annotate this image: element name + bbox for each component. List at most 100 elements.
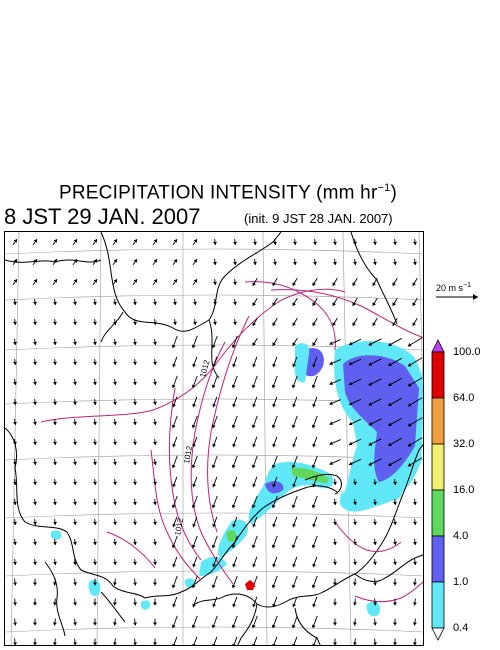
wind-vector-head bbox=[353, 602, 357, 606]
wind-vector-head bbox=[393, 582, 397, 586]
wind-vector-head bbox=[292, 603, 296, 608]
wind-vector-head bbox=[93, 301, 97, 305]
precip-light bbox=[389, 483, 403, 501]
wind-vector-head bbox=[273, 241, 277, 245]
wind-vector-head bbox=[333, 261, 337, 265]
wind-vector-head bbox=[373, 561, 377, 565]
wind-vector-head bbox=[292, 363, 296, 368]
wind-vector-head bbox=[193, 321, 197, 325]
wind-vector-head bbox=[329, 401, 333, 405]
wind-vector-head bbox=[271, 384, 276, 389]
wind-vector-head bbox=[393, 481, 397, 485]
wind-vector-head bbox=[153, 602, 157, 606]
wind-vector-head bbox=[73, 401, 77, 405]
wind-vector-head bbox=[93, 561, 97, 565]
wind-vector-head bbox=[272, 523, 276, 528]
wind-vector-head bbox=[349, 421, 353, 426]
reference-vector-arrow bbox=[436, 294, 478, 300]
wind-vector-head bbox=[73, 259, 77, 263]
wind-vector-head bbox=[33, 381, 37, 385]
wind-vector-head bbox=[191, 384, 196, 389]
wind-vector-head bbox=[53, 602, 57, 606]
wind-vector-head bbox=[252, 483, 256, 488]
wind-vector-head bbox=[53, 461, 57, 465]
wind-vector-head bbox=[133, 421, 137, 425]
wind-vector-head bbox=[193, 239, 197, 243]
wind-vector-head bbox=[292, 342, 296, 346]
wind-vector-head bbox=[13, 481, 17, 485]
wind-vector-head bbox=[292, 443, 296, 448]
wind-vector-head bbox=[153, 441, 157, 445]
wind-vector-head bbox=[153, 642, 157, 645]
wind-vector-head bbox=[153, 239, 157, 243]
wind-vector-head bbox=[73, 361, 77, 365]
wind-vector-head bbox=[113, 521, 117, 525]
wind-vector-head bbox=[93, 421, 97, 425]
wind-vector bbox=[193, 636, 198, 645]
wind-vector-head bbox=[13, 441, 17, 445]
wind-vector-head bbox=[293, 261, 297, 265]
wind-vector-head bbox=[232, 403, 236, 408]
wind-vector-head bbox=[113, 441, 117, 445]
wind-vector-head bbox=[13, 501, 17, 505]
wind-vector-head bbox=[133, 461, 137, 465]
location-marker bbox=[245, 580, 255, 590]
wind-vector-head bbox=[93, 239, 97, 243]
wind-vector-head bbox=[333, 521, 337, 525]
wind-vector-head bbox=[373, 642, 377, 645]
wind-vector-head bbox=[153, 481, 157, 485]
wind-vector-head bbox=[211, 344, 216, 349]
wind-vector-head bbox=[393, 521, 397, 525]
wind-vector-head bbox=[393, 241, 397, 245]
wind-vector-head bbox=[251, 424, 256, 429]
wind-vector-head bbox=[73, 279, 77, 283]
wind-vector-head bbox=[13, 259, 17, 263]
wind-vector-head bbox=[133, 259, 137, 263]
wind-vector-head bbox=[232, 603, 236, 608]
colorbar-label-64: 64.0 bbox=[453, 392, 475, 404]
wind-vector-head bbox=[368, 362, 373, 366]
wind-vector-head bbox=[272, 643, 276, 645]
wind-vector-head bbox=[252, 523, 256, 528]
wind-vector-head bbox=[33, 622, 37, 626]
wind-vector-head bbox=[73, 381, 77, 385]
wind-vector bbox=[173, 636, 178, 645]
wind-vector-head bbox=[53, 421, 57, 425]
wind-vector-head bbox=[33, 461, 37, 465]
wind-vector-head bbox=[153, 341, 157, 345]
wind-vector-head bbox=[173, 279, 177, 283]
wind-vector-head bbox=[33, 301, 37, 305]
colorbar-label-16: 16.0 bbox=[453, 484, 475, 496]
map-svg: 1012 1012 1012 bbox=[5, 232, 423, 645]
wind-vector-head bbox=[93, 321, 97, 325]
wind-vector-head bbox=[353, 481, 357, 485]
wind-vector-head bbox=[113, 461, 117, 465]
wind-vector-head bbox=[13, 401, 17, 405]
wind-vector-head bbox=[113, 321, 117, 325]
wind-vector-head bbox=[13, 461, 17, 465]
wind-vector-head bbox=[173, 239, 177, 243]
wind-vector-head bbox=[93, 602, 97, 606]
wind-vector-head bbox=[231, 584, 236, 589]
wind-vector-head bbox=[272, 443, 276, 448]
wind-vector-head bbox=[291, 544, 296, 549]
wind-vector-head bbox=[13, 561, 17, 565]
wind-vector-head bbox=[312, 563, 316, 568]
init-time: (init. 9 JST 28 JAN. 2007) bbox=[244, 211, 393, 226]
reference-vector-label: 20 m s−1 bbox=[436, 282, 471, 293]
wind-vector-head bbox=[291, 424, 296, 429]
wind-vector-head bbox=[312, 363, 316, 368]
wind-vector-head bbox=[93, 521, 97, 525]
wind-vector-head bbox=[93, 461, 97, 465]
wind-vector-head bbox=[153, 582, 157, 586]
wind-vector-head bbox=[271, 504, 276, 509]
wind-vector-head bbox=[33, 421, 37, 425]
wind-vector-head bbox=[173, 259, 177, 263]
lat-lon-grid bbox=[5, 232, 423, 645]
wind-vector-head bbox=[113, 301, 117, 305]
wind-vector-head bbox=[93, 341, 97, 345]
wind-vector-head bbox=[232, 483, 236, 488]
wind-vector-head bbox=[212, 403, 216, 408]
wind-vector-head bbox=[333, 602, 337, 606]
wind-vector-head bbox=[252, 282, 256, 286]
